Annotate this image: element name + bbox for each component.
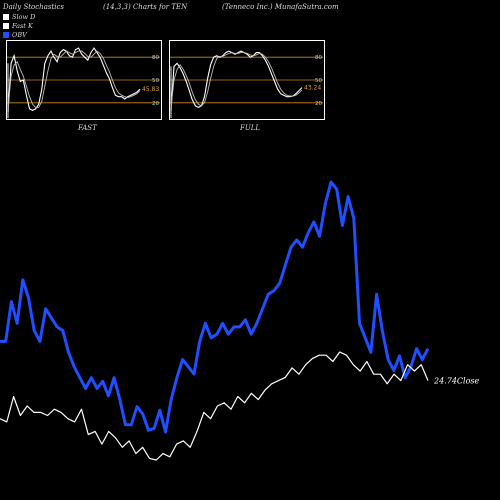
full-level-label: 20 bbox=[315, 101, 322, 107]
fast-panel bbox=[6, 40, 162, 120]
legend-label: Slow D bbox=[12, 13, 36, 21]
close-line bbox=[0, 351, 429, 461]
legend-swatch-icon bbox=[3, 23, 9, 29]
full-level-label: 50 bbox=[315, 78, 322, 84]
legend-fast-k: Fast K bbox=[3, 22, 33, 30]
legend-obv: OBV bbox=[3, 31, 27, 39]
header-left: Daily Stochastics bbox=[3, 3, 65, 11]
full-series-K-line bbox=[170, 50, 303, 111]
header-right: (Tenneco Inc.) MunafaSutra.com bbox=[222, 3, 339, 11]
obv-line bbox=[0, 180, 430, 434]
legend-swatch-icon bbox=[3, 14, 9, 20]
fast-last-value-label: 45.83 bbox=[142, 86, 159, 93]
full-series-D-line bbox=[170, 52, 303, 108]
header-mid: (14,3,3) Charts for TEN bbox=[103, 3, 188, 11]
legend-swatch-icon bbox=[3, 32, 9, 38]
full-level-label: 80 bbox=[315, 55, 322, 61]
full-last-value-label: 43.24 bbox=[304, 85, 321, 92]
full-panel-label: FULL bbox=[240, 124, 261, 132]
fast-level-label: 80 bbox=[152, 55, 159, 61]
legend-slow-d: Slow D bbox=[3, 13, 35, 21]
legend-label: OBV bbox=[12, 31, 27, 39]
fast-panel-label: FAST bbox=[78, 124, 97, 132]
fast-level-label: 50 bbox=[152, 78, 159, 84]
full-panel bbox=[169, 40, 325, 120]
legend-label: Fast K bbox=[12, 22, 33, 30]
fast-series-D-line bbox=[7, 50, 141, 109]
fast-level-label: 20 bbox=[152, 101, 159, 107]
close-annotation: 24.74Close bbox=[433, 377, 480, 386]
